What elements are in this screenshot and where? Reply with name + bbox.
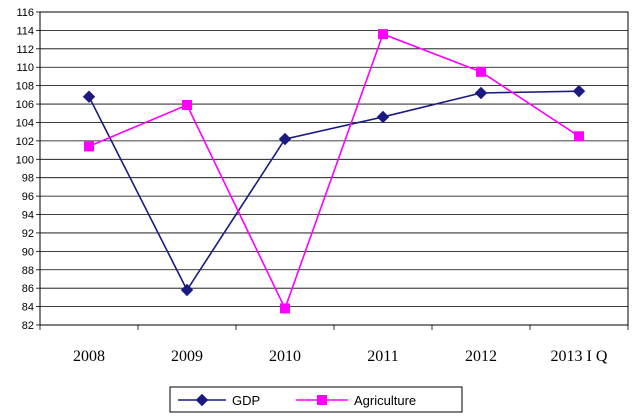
x-tick-label: 2009 xyxy=(171,348,203,365)
data-point-gdp xyxy=(572,84,586,98)
data-point-agriculture xyxy=(182,99,192,110)
y-tick-label: 112 xyxy=(16,44,34,56)
data-point-gdp xyxy=(180,283,194,297)
x-tick-label: 2010 xyxy=(269,348,301,365)
series-group xyxy=(82,29,586,314)
y-tick-label: 98 xyxy=(22,173,34,185)
y-tick-label: 92 xyxy=(22,228,34,240)
x-axis-ticks: 2008 2009 2010 2011 2012 2013 I Q xyxy=(39,325,629,365)
x-tick-label: 2013 I Q xyxy=(551,348,608,365)
data-point-agriculture xyxy=(476,66,486,77)
y-tick-label: 110 xyxy=(16,62,34,74)
axes xyxy=(39,11,629,326)
series-agriculture xyxy=(84,29,584,314)
y-tick-label: 94 xyxy=(22,210,34,222)
y-tick-label: 84 xyxy=(22,302,34,314)
y-tick-label: 114 xyxy=(16,25,34,37)
legend-label: Agriculture xyxy=(354,393,416,408)
legend-marker xyxy=(195,393,209,407)
data-point-gdp xyxy=(376,110,390,124)
data-point-agriculture xyxy=(84,141,94,152)
legend-marker xyxy=(317,395,327,405)
series-line-gdp xyxy=(88,90,580,292)
legend-item-gdp: GDP xyxy=(178,393,260,408)
y-tick-label: 106 xyxy=(16,99,34,111)
data-point-agriculture xyxy=(378,29,388,40)
y-tick-label: 108 xyxy=(16,81,34,93)
legend-label: GDP xyxy=(232,393,260,408)
x-tick-label: 2008 xyxy=(73,348,105,365)
y-tick-label: 100 xyxy=(16,154,34,166)
y-tick-label: 88 xyxy=(22,265,34,277)
data-point-agriculture xyxy=(574,131,584,142)
y-axis-ticks: 82 84 86 88 90 92 94 96 98 100 102 104 106 108 110 112 1… xyxy=(16,7,40,332)
y-tick-label: 86 xyxy=(22,283,34,295)
legend-item-agriculture: Agriculture xyxy=(296,393,416,408)
plot-frame xyxy=(39,11,629,326)
y-tick-label: 90 xyxy=(22,246,34,258)
data-point-gdp xyxy=(82,90,96,103)
data-point-gdp xyxy=(278,132,292,146)
grid-lines xyxy=(40,11,628,326)
y-tick-label: 104 xyxy=(16,117,34,129)
data-point-gdp xyxy=(474,86,488,100)
x-tick-label: 2012 xyxy=(465,348,497,365)
x-tick-label: 2011 xyxy=(367,348,398,365)
y-tick-label: 96 xyxy=(22,191,34,203)
y-tick-label: 82 xyxy=(22,320,34,332)
legend: GDP Agriculture xyxy=(169,386,463,413)
y-tick-label: 116 xyxy=(16,7,34,19)
series-gdp xyxy=(82,84,586,297)
y-tick-label: 102 xyxy=(16,136,34,148)
data-point-agriculture xyxy=(280,303,290,314)
series-line-agriculture xyxy=(88,33,580,311)
